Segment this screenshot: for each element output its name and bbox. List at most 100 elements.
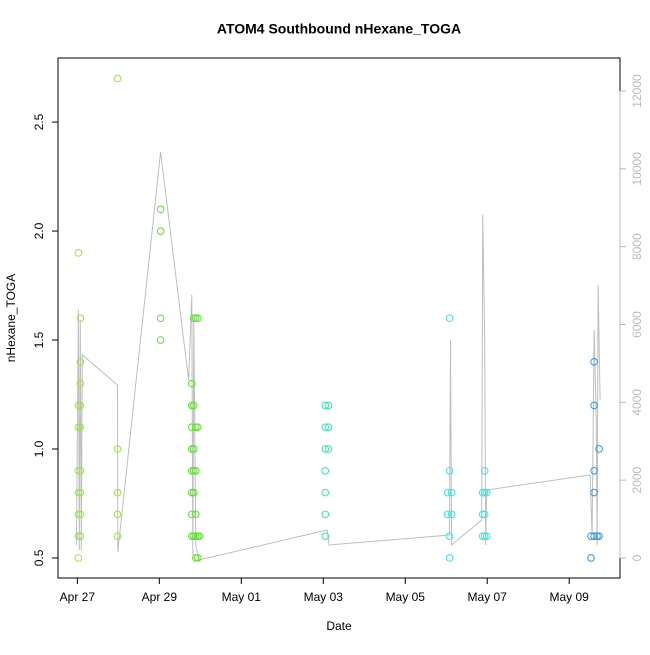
point — [156, 314, 165, 323]
point — [193, 314, 202, 323]
y2-tick-label: 4000 — [630, 389, 644, 416]
point — [187, 510, 196, 519]
point — [189, 401, 198, 410]
point — [76, 358, 85, 366]
point — [482, 532, 491, 540]
point — [187, 488, 196, 497]
point — [191, 532, 200, 540]
point — [590, 532, 598, 540]
point — [76, 532, 85, 540]
y-tick-label: 2.5 — [32, 113, 46, 130]
point — [445, 554, 454, 562]
point — [74, 488, 83, 497]
point — [193, 423, 202, 431]
point — [74, 466, 83, 475]
point — [480, 532, 489, 540]
point — [480, 510, 489, 519]
point — [113, 488, 122, 497]
point — [74, 510, 83, 519]
point — [74, 423, 83, 431]
point — [443, 510, 452, 519]
point — [321, 423, 330, 431]
point — [321, 532, 330, 540]
point — [191, 423, 200, 431]
point — [187, 466, 196, 475]
x-tick-label: May 03 — [304, 590, 344, 604]
point — [447, 510, 456, 519]
point — [156, 205, 165, 214]
point — [74, 249, 83, 257]
point — [156, 227, 165, 235]
point — [74, 554, 83, 562]
point — [187, 423, 196, 431]
point — [324, 423, 333, 431]
point — [478, 532, 487, 540]
x-tick-label: May 01 — [222, 590, 262, 604]
point — [76, 423, 85, 431]
point — [590, 358, 598, 366]
point — [76, 314, 85, 323]
x-tick-label: May 07 — [468, 590, 508, 604]
point — [76, 488, 85, 497]
y-tick-label: 2.0 — [32, 222, 46, 239]
point — [189, 466, 198, 475]
point — [76, 379, 85, 388]
y2-tick-label: 10000 — [630, 152, 644, 186]
point — [321, 401, 330, 410]
point — [590, 488, 598, 497]
point — [113, 532, 122, 540]
point — [321, 445, 330, 453]
point — [113, 74, 122, 83]
point — [321, 466, 330, 475]
x-axis-label: Date — [326, 619, 352, 633]
y-axis-label: nHexane_TOGA — [4, 274, 18, 363]
point — [191, 510, 200, 519]
y2-tick-label: 12000 — [630, 74, 644, 108]
y2-tick-label: 2000 — [630, 466, 644, 493]
point — [482, 488, 491, 497]
point — [113, 445, 122, 453]
point — [478, 510, 487, 519]
point — [76, 510, 85, 519]
point — [189, 532, 198, 540]
point — [480, 488, 489, 497]
x-tick-label: Apr 27 — [60, 590, 96, 604]
y2-tick-label: 8000 — [630, 233, 644, 260]
y-tick-label: 1.0 — [32, 440, 46, 457]
point — [76, 466, 85, 475]
point — [187, 401, 196, 410]
point — [595, 445, 603, 453]
x-tick-label: May 09 — [550, 590, 590, 604]
point — [74, 532, 83, 540]
y-tick-label: 0.5 — [32, 549, 46, 566]
y2-tick-label: 6000 — [630, 311, 644, 338]
point — [191, 314, 200, 323]
point — [189, 314, 198, 323]
y2-tick-label: 0 — [630, 554, 644, 561]
point — [191, 466, 200, 475]
x-tick-label: May 05 — [386, 590, 426, 604]
point — [187, 379, 196, 388]
point — [156, 336, 165, 344]
point — [445, 466, 454, 475]
point — [445, 314, 454, 323]
point — [321, 488, 330, 497]
point — [447, 488, 456, 497]
point — [187, 532, 196, 540]
point — [324, 401, 333, 410]
x-tick-label: Apr 29 — [142, 590, 178, 604]
point — [189, 445, 198, 453]
point — [324, 445, 333, 453]
point — [74, 401, 83, 410]
chart-title: ATOM4 Southbound nHexane_TOGA — [217, 21, 461, 37]
point — [193, 554, 202, 562]
point — [76, 401, 85, 410]
point — [443, 488, 452, 497]
point — [445, 532, 454, 540]
point — [191, 554, 200, 562]
point — [587, 554, 595, 562]
point — [187, 445, 196, 453]
point — [478, 488, 487, 497]
